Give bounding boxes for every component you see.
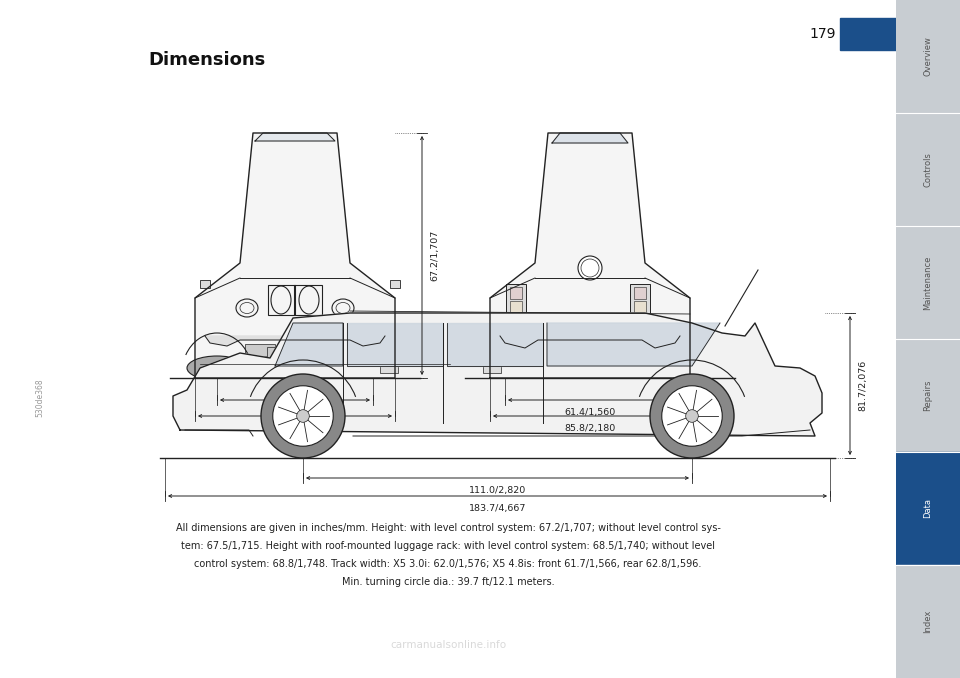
Polygon shape [447, 323, 543, 366]
Bar [315, 344, 345, 356]
Text: Index: Index [924, 610, 932, 633]
Bar [896, 565, 960, 678]
Bar [896, 452, 960, 565]
Circle shape [607, 355, 617, 365]
Text: 61.4/1,560: 61.4/1,560 [270, 408, 321, 417]
Polygon shape [547, 323, 720, 366]
Polygon shape [275, 323, 343, 366]
Bar [634, 301, 646, 313]
Bar [896, 226, 960, 339]
Text: Dimensions: Dimensions [148, 51, 265, 69]
Bar [483, 366, 501, 373]
Text: Min. turning circle dia.: 39.7 ft/12.1 meters.: Min. turning circle dia.: 39.7 ft/12.1 m… [342, 577, 554, 587]
Bar [390, 280, 400, 288]
Circle shape [261, 374, 345, 458]
Text: Controls: Controls [924, 152, 932, 187]
Text: Data: Data [924, 498, 932, 519]
Text: 85.8/2,180: 85.8/2,180 [564, 424, 615, 433]
Bar [506, 284, 526, 316]
Circle shape [593, 355, 603, 365]
Circle shape [563, 355, 573, 365]
Circle shape [273, 386, 333, 446]
Ellipse shape [644, 357, 706, 379]
Text: Overview: Overview [924, 37, 932, 77]
Text: 61.4/1,560: 61.4/1,560 [564, 408, 615, 417]
Ellipse shape [343, 356, 403, 380]
Circle shape [650, 374, 734, 458]
Ellipse shape [494, 363, 516, 372]
Bar [200, 280, 210, 288]
Polygon shape [205, 336, 385, 346]
Ellipse shape [207, 364, 227, 372]
Polygon shape [552, 133, 628, 143]
Polygon shape [490, 133, 690, 378]
Ellipse shape [363, 364, 383, 372]
Bar [896, 0, 960, 113]
Ellipse shape [474, 357, 536, 379]
Circle shape [577, 355, 587, 365]
Bar [245, 344, 275, 356]
Text: tem: 67.5/1,715. Height with roof-mounted luggage rack: with level control syste: tem: 67.5/1,715. Height with roof-mounte… [181, 541, 715, 551]
Bar [267, 347, 323, 362]
Circle shape [661, 386, 722, 446]
Bar [630, 284, 650, 316]
Bar [510, 287, 522, 299]
Bar [896, 339, 960, 452]
Circle shape [685, 410, 698, 422]
Ellipse shape [187, 356, 247, 380]
Bar [510, 301, 522, 313]
Polygon shape [500, 336, 680, 348]
Bar [268, 285, 322, 315]
Polygon shape [347, 323, 443, 366]
Text: 183.7/4,667: 183.7/4,667 [468, 504, 526, 513]
Text: 81.7/2,076: 81.7/2,076 [858, 360, 867, 411]
Text: 179: 179 [809, 27, 836, 41]
Text: 530de368: 530de368 [36, 379, 44, 418]
Circle shape [297, 410, 309, 422]
Circle shape [578, 256, 602, 280]
Text: Maintenance: Maintenance [924, 256, 932, 310]
Text: Repairs: Repairs [924, 380, 932, 412]
Text: 111.0/2,820: 111.0/2,820 [468, 486, 526, 495]
Text: 73.7/1,872: 73.7/1,872 [270, 424, 321, 433]
Bar [634, 287, 646, 299]
Polygon shape [255, 133, 335, 141]
Text: control system: 68.8/1,748. Track width: X5 3.0i: 62.0/1,576; X5 4.8is: front 61: control system: 68.8/1,748. Track width:… [194, 559, 702, 569]
Text: All dimensions are given in inches/mm. Height: with level control system: 67.2/1: All dimensions are given in inches/mm. H… [176, 523, 720, 533]
Polygon shape [195, 133, 395, 378]
Bar [840, 18, 896, 50]
Bar [380, 366, 398, 373]
Text: carmanualsonline.info: carmanualsonline.info [390, 640, 506, 650]
Polygon shape [173, 313, 822, 436]
Ellipse shape [664, 363, 686, 372]
Bar [896, 113, 960, 226]
Text: 67.2/1,707: 67.2/1,707 [430, 230, 439, 281]
